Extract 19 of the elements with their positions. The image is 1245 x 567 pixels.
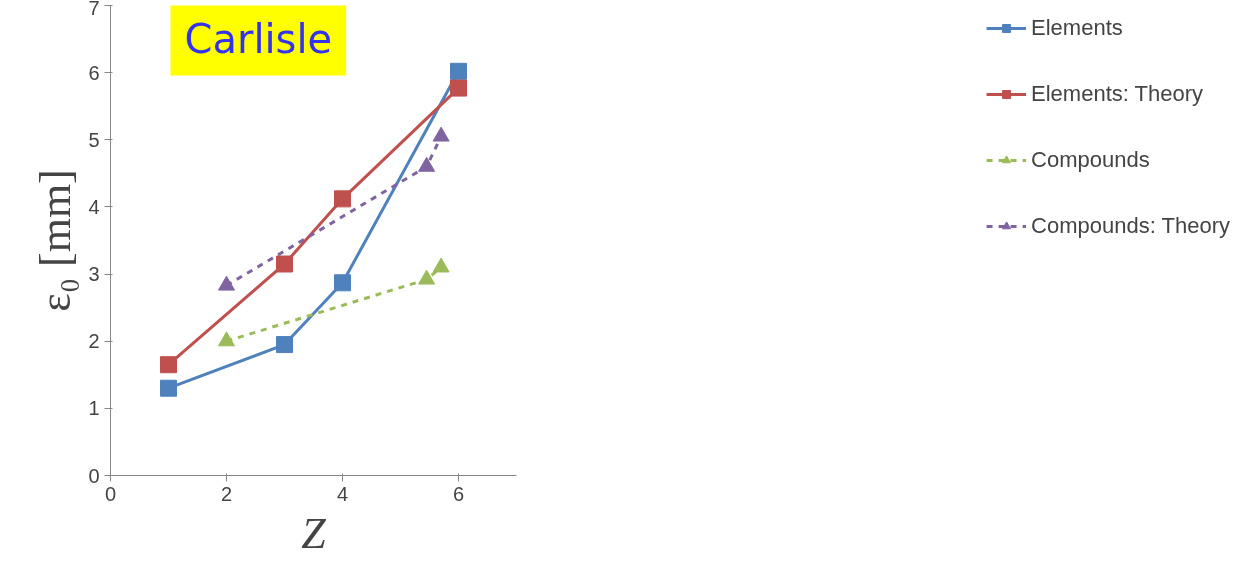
annotation: Carlisle <box>184 15 333 62</box>
y-tick-label: 7 <box>88 0 100 19</box>
y-tick-label: 4 <box>88 195 100 218</box>
y-tick-label: 0 <box>88 464 100 487</box>
y-tick-label: 1 <box>88 397 100 420</box>
y-tick-label: 5 <box>88 128 100 151</box>
y-axis-title: ε₀ [mm] <box>31 169 81 312</box>
legend-label: Elements <box>1031 15 1123 41</box>
legend-label: Compounds: Theory <box>1031 213 1230 239</box>
y-tick-label: 2 <box>88 330 100 353</box>
x-tick-label: 0 <box>104 482 117 505</box>
x-tick-label: 4 <box>336 482 349 505</box>
x-tick-label: 6 <box>452 482 465 505</box>
legend-label: Elements: Theory <box>1031 81 1204 107</box>
x-tick-label: 2 <box>220 482 233 505</box>
y-tick-label: 6 <box>88 61 100 84</box>
x-axis-title: Z <box>301 508 327 558</box>
y-tick-label: 3 <box>88 263 100 286</box>
legend-label: Compounds <box>1031 147 1150 173</box>
